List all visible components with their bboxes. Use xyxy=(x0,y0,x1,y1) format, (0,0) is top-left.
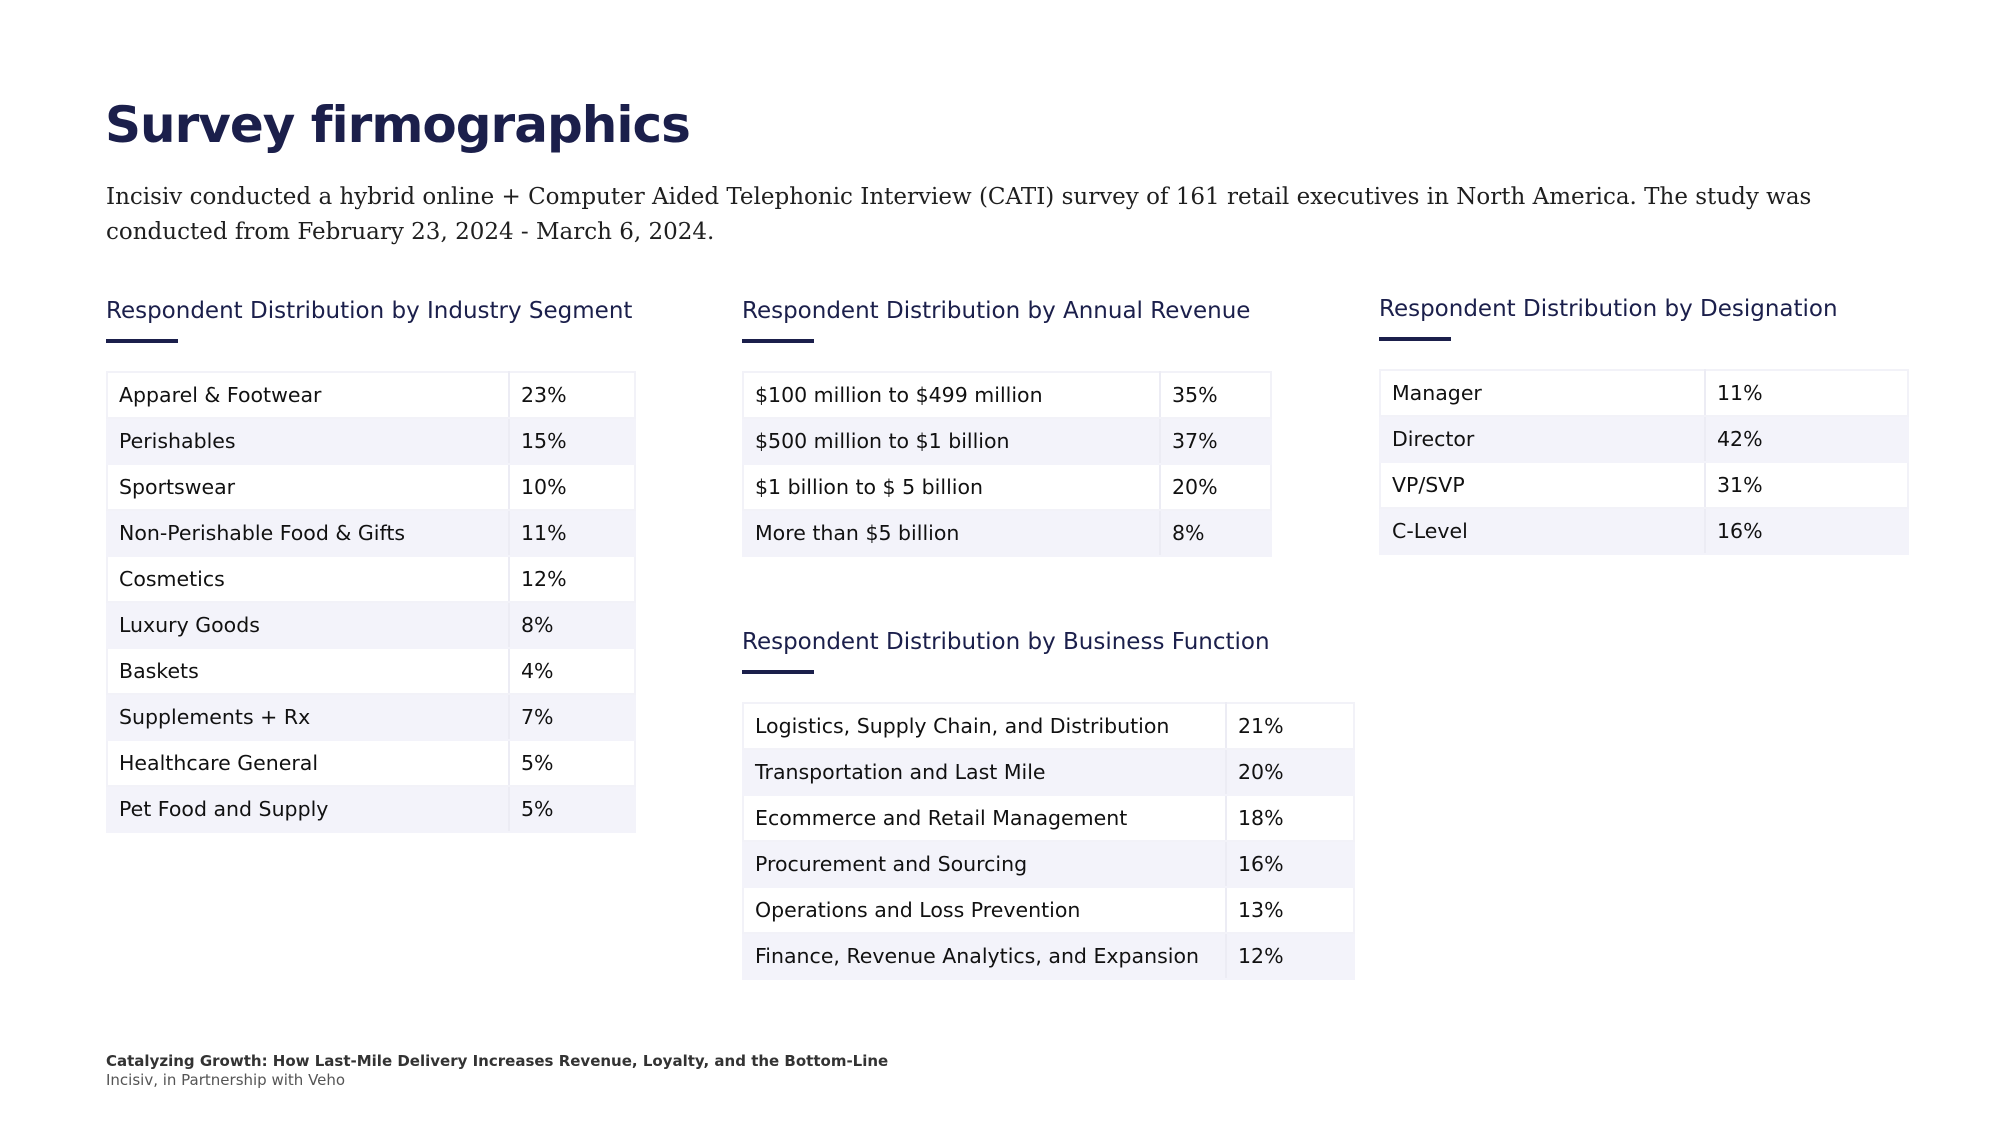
row-value: 20% xyxy=(1225,748,1355,796)
row-label: Supplements + Rx xyxy=(106,693,510,741)
section-title: Respondent Distribution by Industry Segm… xyxy=(106,298,633,324)
table-row: $500 million to $1 billion 37% xyxy=(742,417,1272,465)
row-label: Pet Food and Supply xyxy=(106,785,510,833)
row-label: Sportswear xyxy=(106,463,510,511)
table-row: Operations and Loss Prevention 13% xyxy=(742,886,1355,934)
table-row: Transportation and Last Mile 20% xyxy=(742,748,1355,796)
row-label: Luxury Goods xyxy=(106,601,510,649)
row-value: 15% xyxy=(508,417,636,465)
row-label: Operations and Loss Prevention xyxy=(742,886,1227,934)
row-value: 8% xyxy=(1159,509,1272,557)
table-row: C-Level 16% xyxy=(1379,507,1909,555)
row-label: Finance, Revenue Analytics, and Expansio… xyxy=(742,932,1227,980)
row-value: 16% xyxy=(1225,840,1355,888)
table-row: Perishables 15% xyxy=(106,417,636,465)
table-row: Finance, Revenue Analytics, and Expansio… xyxy=(742,932,1355,980)
row-value: 11% xyxy=(1704,369,1909,417)
row-label: Ecommerce and Retail Management xyxy=(742,794,1227,842)
footer-subtitle: Incisiv, in Partnership with Veho xyxy=(106,1071,346,1089)
row-value: 5% xyxy=(508,785,636,833)
industry-segment-section: Respondent Distribution by Industry Segm… xyxy=(106,294,636,833)
table-row: Baskets 4% xyxy=(106,647,636,695)
title-underline xyxy=(1379,337,1451,341)
row-label: Healthcare General xyxy=(106,739,510,787)
title-underline xyxy=(742,670,814,674)
row-value: 42% xyxy=(1704,415,1909,463)
row-label: Cosmetics xyxy=(106,555,510,603)
title-underline xyxy=(742,339,814,343)
row-value: 12% xyxy=(508,555,636,603)
row-value: 10% xyxy=(508,463,636,511)
row-label: Procurement and Sourcing xyxy=(742,840,1227,888)
row-label: C-Level xyxy=(1379,507,1706,555)
row-value: 11% xyxy=(508,509,636,557)
title-underline xyxy=(106,339,178,343)
designation-section: Respondent Distribution by Designation M… xyxy=(1379,292,1909,555)
footer-title: Catalyzing Growth: How Last-Mile Deliver… xyxy=(106,1052,889,1070)
table-row: Apparel & Footwear 23% xyxy=(106,371,636,419)
table-row: Manager 11% xyxy=(1379,369,1909,417)
row-value: 5% xyxy=(508,739,636,787)
row-label: $1 billion to $ 5 billion xyxy=(742,463,1161,511)
row-label: VP/SVP xyxy=(1379,461,1706,509)
section-title: Respondent Distribution by Annual Revenu… xyxy=(742,298,1251,324)
table-row: Pet Food and Supply 5% xyxy=(106,785,636,833)
table-row: Healthcare General 5% xyxy=(106,739,636,787)
table-row: Sportswear 10% xyxy=(106,463,636,511)
business-function-section: Respondent Distribution by Business Func… xyxy=(742,625,1355,980)
row-value: 20% xyxy=(1159,463,1272,511)
row-label: Non-Perishable Food & Gifts xyxy=(106,509,510,557)
row-label: Logistics, Supply Chain, and Distributio… xyxy=(742,702,1227,750)
row-label: Manager xyxy=(1379,369,1706,417)
intro-paragraph: Incisiv conducted a hybrid online + Comp… xyxy=(106,184,1812,245)
table-row: $100 million to $499 million 35% xyxy=(742,371,1272,419)
row-value: 8% xyxy=(508,601,636,649)
row-value: 37% xyxy=(1159,417,1272,465)
section-title: Respondent Distribution by Business Func… xyxy=(742,629,1270,655)
table-row: VP/SVP 31% xyxy=(1379,461,1909,509)
designation-table: Manager 11% Director 42% VP/SVP 31% C-Level 16% xyxy=(1379,369,1909,555)
row-label: Apparel & Footwear xyxy=(106,371,510,419)
row-value: 12% xyxy=(1225,932,1355,980)
section-title: Respondent Distribution by Designation xyxy=(1379,296,1838,322)
row-value: 21% xyxy=(1225,702,1355,750)
row-value: 18% xyxy=(1225,794,1355,842)
row-value: 35% xyxy=(1159,371,1272,419)
row-label: Director xyxy=(1379,415,1706,463)
annual-revenue-section: Respondent Distribution by Annual Revenu… xyxy=(742,294,1272,557)
row-label: Perishables xyxy=(106,417,510,465)
table-row: Supplements + Rx 7% xyxy=(106,693,636,741)
row-label: $100 million to $499 million xyxy=(742,371,1161,419)
row-value: 7% xyxy=(508,693,636,741)
table-row: Luxury Goods 8% xyxy=(106,601,636,649)
row-value: 23% xyxy=(508,371,636,419)
table-row: Director 42% xyxy=(1379,415,1909,463)
table-row: Non-Perishable Food & Gifts 11% xyxy=(106,509,636,557)
table-row: Logistics, Supply Chain, and Distributio… xyxy=(742,702,1355,750)
row-label: $500 million to $1 billion xyxy=(742,417,1161,465)
row-label: Baskets xyxy=(106,647,510,695)
table-row: Ecommerce and Retail Management 18% xyxy=(742,794,1355,842)
row-value: 16% xyxy=(1704,507,1909,555)
row-value: 31% xyxy=(1704,461,1909,509)
industry-segment-table: Apparel & Footwear 23% Perishables 15% Sport… xyxy=(106,371,636,833)
business-function-table: Logistics, Supply Chain, and Distributio… xyxy=(742,702,1355,980)
page-title: Survey firmographics xyxy=(105,96,691,154)
row-label: More than $5 billion xyxy=(742,509,1161,557)
row-label: Transportation and Last Mile xyxy=(742,748,1227,796)
table-row: More than $5 billion 8% xyxy=(742,509,1272,557)
row-value: 13% xyxy=(1225,886,1355,934)
row-value: 4% xyxy=(508,647,636,695)
table-row: $1 billion to $ 5 billion 20% xyxy=(742,463,1272,511)
table-row: Cosmetics 12% xyxy=(106,555,636,603)
table-row: Procurement and Sourcing 16% xyxy=(742,840,1355,888)
annual-revenue-table: $100 million to $499 million 35% $500 mill… xyxy=(742,371,1272,557)
